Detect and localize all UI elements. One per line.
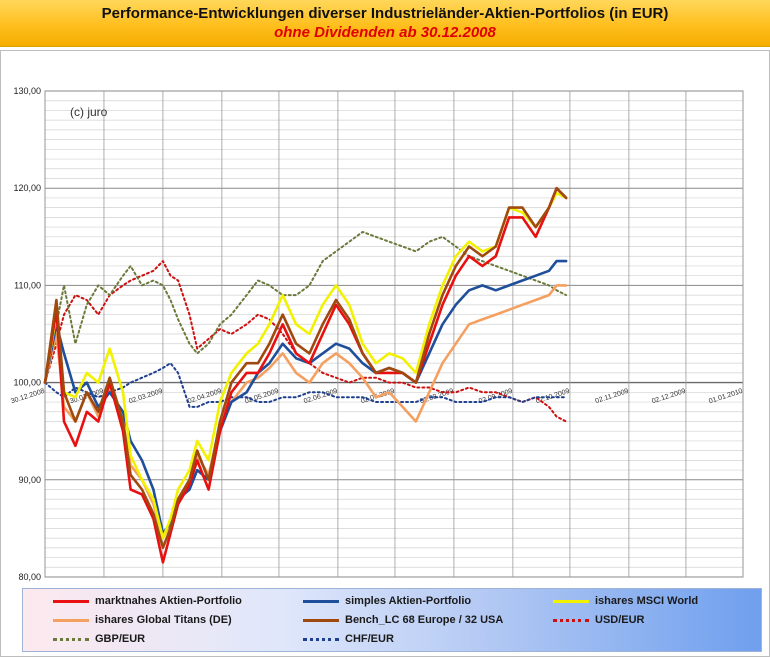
legend-swatch [303, 618, 339, 622]
x-tick-label: 02.11.2009 [595, 388, 630, 405]
legend-swatch [553, 599, 589, 603]
legend-swatch [303, 637, 339, 641]
y-tick-label: 110,00 [14, 280, 41, 290]
legend-label: simples Aktien-Portfolio [345, 595, 472, 607]
legend-label: USD/EUR [595, 614, 645, 626]
series-line-usd-eur [44, 260, 568, 423]
legend-item: GBP/EUR [53, 633, 145, 645]
y-tick-label: 100,00 [13, 378, 41, 388]
chart-header: Performance-Entwicklungen diverser Indus… [0, 0, 770, 47]
x-tick-label: 02.12.2009 [651, 388, 687, 406]
legend-swatch [53, 599, 89, 603]
chart-subtitle: ohne Dividenden ab 30.12.2008 [274, 24, 496, 41]
y-tick-label: 120,00 [13, 183, 41, 193]
legend-item: ishares MSCI World [553, 595, 698, 607]
legend-swatch [53, 637, 89, 641]
legend-label: marktnahes Aktien-Portfolio [95, 595, 242, 607]
x-tick-label: 30.12.2008 [10, 388, 46, 406]
legend-label: CHF/EUR [345, 633, 394, 645]
copyright-annotation: (c) juro [70, 105, 108, 119]
x-tick-label: 01.01.2010 [708, 388, 744, 406]
legend-item: USD/EUR [553, 614, 645, 626]
legend-item: ishares Global Titans (DE) [53, 614, 232, 626]
minor-gridlines [45, 100, 743, 568]
x-tick-label: 02.03.2009 [128, 388, 164, 406]
legend-item: Bench_LC 68 Europe / 32 USA [303, 614, 503, 626]
y-tick-label: 90,00 [18, 475, 41, 485]
legend-item: simples Aktien-Portfolio [303, 595, 471, 607]
y-axis-ticks: 80,00 90,00 100,00 110,00 120,00 130,00 [13, 86, 41, 582]
y-tick-label: 80,00 [18, 572, 41, 582]
series-line-bench-lc-68-europe-32-usa [43, 186, 568, 550]
legend-label: ishares Global Titans (DE) [95, 614, 232, 626]
major-gridlines [44, 90, 744, 578]
legend-label: ishares MSCI World [595, 595, 699, 607]
chart-title: Performance-Entwicklungen diverser Indus… [101, 5, 669, 22]
series-lines [43, 186, 568, 564]
legend-item: marktnahes Aktien-Portfolio [53, 595, 242, 607]
legend-swatch [53, 618, 89, 622]
y-tick-label: 130,00 [13, 86, 41, 96]
legend: marktnahes Aktien-Portfolio simples Aktie… [22, 588, 762, 652]
legend-label: GBP/EUR [95, 633, 146, 645]
series-line-ishares-msci-world [43, 191, 568, 540]
series-line-marktnahes-aktien-portfolio [43, 186, 568, 564]
legend-swatch [303, 599, 339, 603]
legend-swatch [553, 618, 589, 622]
legend-label: Bench_LC 68 Europe / 32 USA [345, 614, 504, 626]
series-line-chf-eur [44, 362, 568, 408]
legend-item: CHF/EUR [303, 633, 394, 645]
